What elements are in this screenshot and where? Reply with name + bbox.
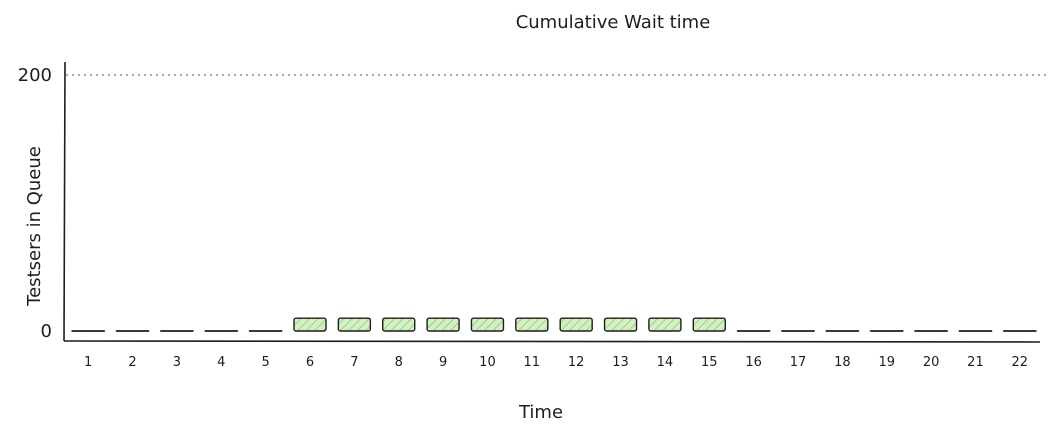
y-tick-label: 200	[18, 65, 52, 86]
x-axis-label: Time	[518, 402, 563, 423]
x-tick-label: 19	[878, 355, 895, 370]
x-tick-label: 18	[834, 355, 851, 370]
x-tick-label: 16	[745, 355, 762, 370]
y-tick-label: 0	[41, 321, 52, 342]
x-tick-label: 21	[967, 355, 984, 370]
bar	[515, 317, 549, 332]
x-tick-label: 8	[395, 355, 403, 370]
x-tick-label: 15	[701, 355, 718, 370]
bar	[426, 317, 460, 332]
chart-title: Cumulative Wait time	[516, 12, 711, 33]
x-tick-label: 3	[173, 355, 181, 370]
bars-group	[71, 317, 1037, 332]
x-tick-label: 14	[657, 355, 674, 370]
x-tick-label: 11	[524, 355, 541, 370]
x-tick-label: 22	[1012, 355, 1029, 370]
y-tick-labels: 0 200	[18, 65, 52, 342]
bar	[692, 317, 726, 332]
x-tick-label: 2	[128, 355, 136, 370]
bar	[293, 317, 327, 332]
x-tick-label: 6	[306, 355, 314, 370]
x-tick-label: 7	[350, 355, 358, 370]
bar	[470, 317, 505, 332]
x-tick-label: 10	[479, 355, 496, 370]
x-axis	[63, 340, 1041, 343]
y-axis-label: Testsers in Queue	[24, 146, 45, 307]
x-tick-label: 9	[439, 355, 447, 370]
x-tick-label: 12	[568, 355, 585, 370]
bar	[337, 317, 372, 332]
bar	[603, 317, 638, 332]
x-tick-label: 1	[84, 355, 92, 370]
x-tick-label: 20	[923, 355, 940, 370]
x-tick-label: 13	[612, 355, 629, 370]
x-tick-label: 4	[217, 355, 225, 370]
y-axis	[63, 61, 66, 342]
bar	[559, 317, 593, 332]
x-tick-label: 17	[790, 355, 807, 370]
bar	[382, 317, 416, 332]
x-tick-label: 5	[261, 355, 269, 370]
bar	[648, 317, 682, 332]
x-tick-labels: 1 2 3 4 5 6 7 8 9 10 11 12 13 14 15 16 17 18 19 20 21 22	[84, 355, 1028, 370]
